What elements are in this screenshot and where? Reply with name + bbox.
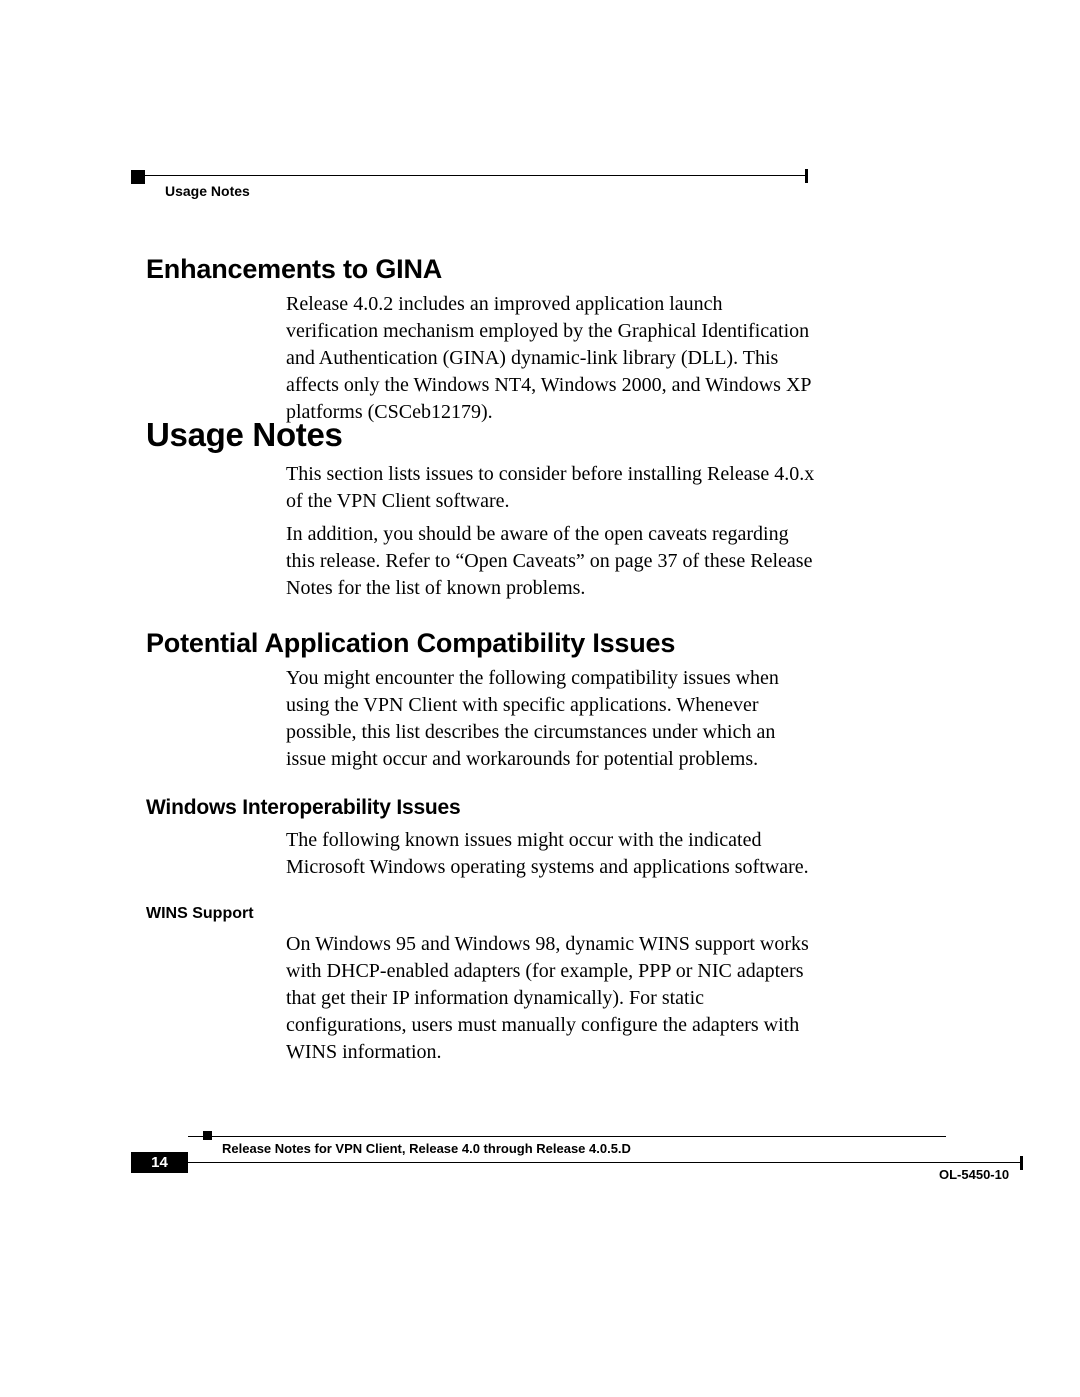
footer-rule-marker — [203, 1131, 212, 1140]
body-usage-notes-2: In addition, you should be aware of the … — [286, 521, 816, 602]
body-enhancements-gina: Release 4.0.2 includes an improved appli… — [286, 291, 816, 426]
page-number-box: 14 — [131, 1152, 188, 1173]
footer-doc-title: Release Notes for VPN Client, Release 4.… — [222, 1140, 631, 1158]
heading-compat-issues: Potential Application Compatibility Issu… — [146, 625, 675, 661]
footer-rule — [188, 1136, 946, 1137]
body-windows-interop: The following known issues might occur w… — [286, 827, 816, 881]
heading-windows-interop: Windows Interoperability Issues — [146, 794, 461, 822]
footer-lower-rule — [188, 1162, 1020, 1163]
body-wins-support: On Windows 95 and Windows 98, dynamic WI… — [286, 931, 816, 1066]
heading-usage-notes: Usage Notes — [146, 413, 343, 458]
header-right-bar — [805, 169, 808, 183]
running-head: Usage Notes — [165, 182, 250, 201]
body-usage-notes-1: This section lists issues to consider be… — [286, 461, 816, 515]
footer-doc-id: OL-5450-10 — [939, 1166, 1009, 1184]
footer-right-bar — [1020, 1156, 1023, 1170]
page-number: 14 — [151, 1154, 168, 1171]
document-page: Usage Notes Enhancements to GINA Release… — [0, 0, 1080, 1397]
heading-wins-support: WINS Support — [146, 903, 254, 925]
header-marker-square — [131, 170, 145, 184]
heading-enhancements-gina: Enhancements to GINA — [146, 251, 442, 287]
header-rule — [145, 175, 805, 176]
body-compat-issues: You might encounter the following compat… — [286, 665, 816, 773]
